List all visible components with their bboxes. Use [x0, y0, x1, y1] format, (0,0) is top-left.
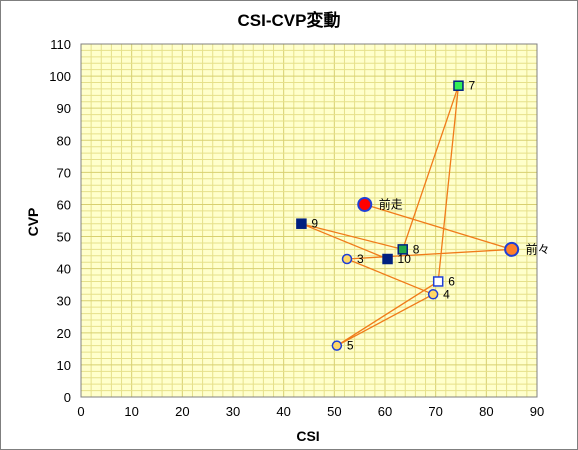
x-tick-label: 80 [479, 404, 493, 419]
x-tick-label: 20 [175, 404, 189, 419]
x-tick-label: 10 [124, 404, 138, 419]
marker-point-8 [397, 244, 408, 255]
point-label-7: 7 [468, 79, 475, 93]
point-label-10: 10 [398, 252, 412, 266]
chart-title: CSI-CVP変動 [238, 10, 341, 30]
grid [80, 43, 538, 398]
x-tick-label: 50 [327, 404, 341, 419]
marker-point-7 [453, 80, 464, 91]
y-tick-label: 20 [57, 326, 71, 341]
data-markers [296, 80, 520, 351]
connector-polyline [301, 85, 512, 347]
y-tick-label: 10 [57, 358, 71, 373]
point-label-9: 9 [311, 217, 318, 231]
point-label-5: 5 [347, 339, 354, 353]
y-tick-label: 70 [57, 165, 71, 180]
marker-point-6 [432, 276, 444, 287]
y-tick-label: 80 [57, 133, 71, 148]
plot-border [80, 43, 538, 398]
y-tick-label: 90 [57, 101, 71, 116]
marker-point-前々 [504, 241, 520, 257]
marker-point-前走 [357, 196, 373, 212]
y-tick-label: 50 [57, 230, 71, 245]
x-tick-label: 0 [77, 404, 84, 419]
marker-point-4 [427, 289, 439, 300]
y-tick-label: 30 [57, 294, 71, 309]
y-tick-label: 110 [50, 37, 71, 52]
marker-point-3 [341, 253, 353, 265]
point-label-前々: 前々 [526, 241, 550, 256]
marker-point-5 [331, 340, 343, 351]
x-axis-title: CSI [296, 428, 319, 444]
marker-point-10 [382, 253, 393, 265]
marker-point-9 [296, 218, 307, 229]
x-tick-label: 60 [378, 404, 392, 419]
x-tick-label: 30 [226, 404, 240, 419]
x-tick-label: 70 [428, 404, 442, 419]
point-label-8: 8 [413, 242, 420, 256]
plot-background [81, 44, 537, 397]
x-tick-label: 40 [276, 404, 290, 419]
y-axis-title: CVP [25, 208, 41, 237]
y-tick-label: 40 [57, 262, 71, 277]
y-tick-label: 60 [57, 197, 71, 212]
point-label-3: 3 [357, 252, 364, 266]
point-label-前走: 前走 [379, 196, 403, 211]
point-label-6: 6 [448, 274, 455, 288]
y-tick-label: 0 [64, 390, 71, 405]
connector-lines [301, 85, 512, 347]
x-tick-label: 90 [530, 404, 544, 419]
y-tick-label: 100 [49, 69, 71, 84]
tick-labels: 0 10 20 30 40 50 60 70 80 90 0 10 20 30 40 50 60 70 80 90 10… [49, 37, 544, 419]
point-label-4: 4 [443, 287, 450, 301]
plot-area [81, 44, 537, 397]
